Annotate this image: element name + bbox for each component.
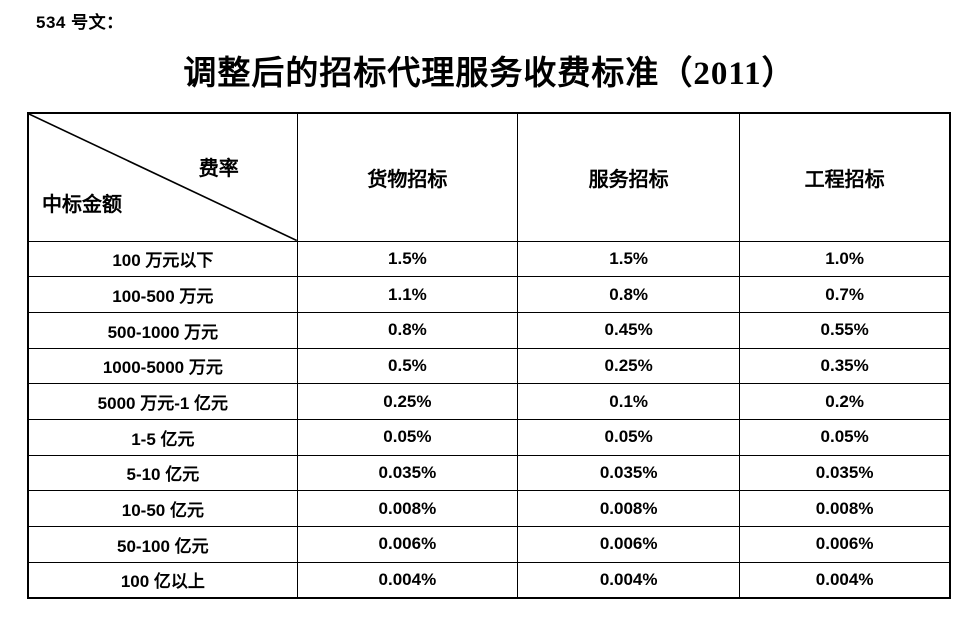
fee-rate-table: 费率 中标金额 货物招标 服务招标 工程招标 100 万元以下 1.5% 1.5… (27, 112, 951, 599)
fee-cell: 0.006% (517, 526, 741, 563)
fee-cell: 0.05% (739, 418, 951, 456)
fee-cell: 0.05% (517, 418, 741, 456)
table-row: 100 万元以下 1.5% 1.5% 1.0% (27, 240, 951, 278)
fee-cell: 0.1% (517, 383, 741, 420)
fee-cell: 0.7% (739, 276, 951, 313)
table-row: 500-1000 万元 0.8% 0.45% 0.55% (27, 311, 951, 349)
row-label: 50-100 亿元 (27, 526, 298, 563)
table-row: 10-50 亿元 0.008% 0.008% 0.008% (27, 490, 951, 527)
table-row: 50-100 亿元 0.006% 0.006% 0.006% (27, 526, 951, 563)
row-label: 100 亿以上 (27, 561, 298, 599)
row-label: 100-500 万元 (27, 276, 298, 313)
fee-cell: 1.1% (296, 276, 519, 313)
fee-cell: 0.25% (296, 383, 519, 420)
table-row: 100-500 万元 1.1% 0.8% 0.7% (27, 276, 951, 313)
fee-cell: 0.006% (296, 526, 519, 563)
doc-number-label: 534 号文： (36, 13, 124, 32)
header-row: 费率 中标金额 货物招标 服务招标 工程招标 (27, 112, 951, 242)
fee-cell: 0.45% (517, 311, 741, 349)
row-label: 5000 万元-1 亿元 (27, 383, 298, 420)
table-row: 100 亿以上 0.004% 0.004% 0.004% (27, 561, 951, 599)
column-header-services: 服务招标 (517, 112, 741, 242)
fee-cell: 0.008% (739, 490, 951, 527)
fee-cell: 0.8% (517, 276, 741, 313)
fee-cell: 1.5% (296, 240, 519, 278)
amount-axis-label: 中标金额 (42, 193, 122, 216)
table-row: 1000-5000 万元 0.5% 0.25% 0.35% (27, 347, 951, 385)
row-label: 5-10 亿元 (27, 454, 298, 492)
fee-cell: 0.035% (517, 454, 741, 492)
fee-cell: 0.006% (739, 526, 951, 563)
fee-cell: 0.004% (517, 561, 741, 599)
fee-cell: 0.004% (296, 561, 519, 599)
fee-cell: 0.008% (296, 490, 519, 527)
fee-cell: 0.035% (296, 454, 519, 492)
page-title: 调整后的招标代理服务收费标准（2011） (183, 56, 796, 92)
fee-cell: 0.5% (296, 347, 519, 385)
fee-cell: 0.035% (739, 454, 951, 492)
diagonal-divider-line (29, 114, 297, 241)
fee-cell: 0.25% (517, 347, 741, 385)
fee-cell: 0.008% (517, 490, 741, 527)
rate-axis-label: 费率 (198, 158, 239, 180)
column-header-engineering: 工程招标 (739, 112, 951, 242)
fee-cell: 0.8% (296, 311, 519, 349)
row-label: 1000-5000 万元 (27, 347, 298, 385)
table-row: 1-5 亿元 0.05% 0.05% 0.05% (27, 418, 951, 456)
fee-cell: 0.2% (739, 383, 951, 420)
table-row: 5000 万元-1 亿元 0.25% 0.1% 0.2% (27, 383, 951, 420)
fee-cell: 0.55% (739, 311, 951, 349)
row-label: 10-50 亿元 (27, 490, 298, 527)
row-label: 1-5 亿元 (27, 418, 298, 456)
fee-cell: 1.5% (517, 240, 741, 278)
fee-cell: 0.05% (296, 418, 519, 456)
fee-cell: 0.004% (739, 561, 951, 599)
row-label: 100 万元以下 (27, 240, 298, 278)
table-row: 5-10 亿元 0.035% 0.035% 0.035% (27, 454, 951, 492)
fee-cell: 0.35% (739, 347, 951, 385)
corner-cell: 费率 中标金额 (27, 112, 298, 242)
fee-cell: 1.0% (739, 240, 951, 278)
row-label: 500-1000 万元 (27, 311, 298, 349)
column-header-goods: 货物招标 (296, 112, 519, 242)
